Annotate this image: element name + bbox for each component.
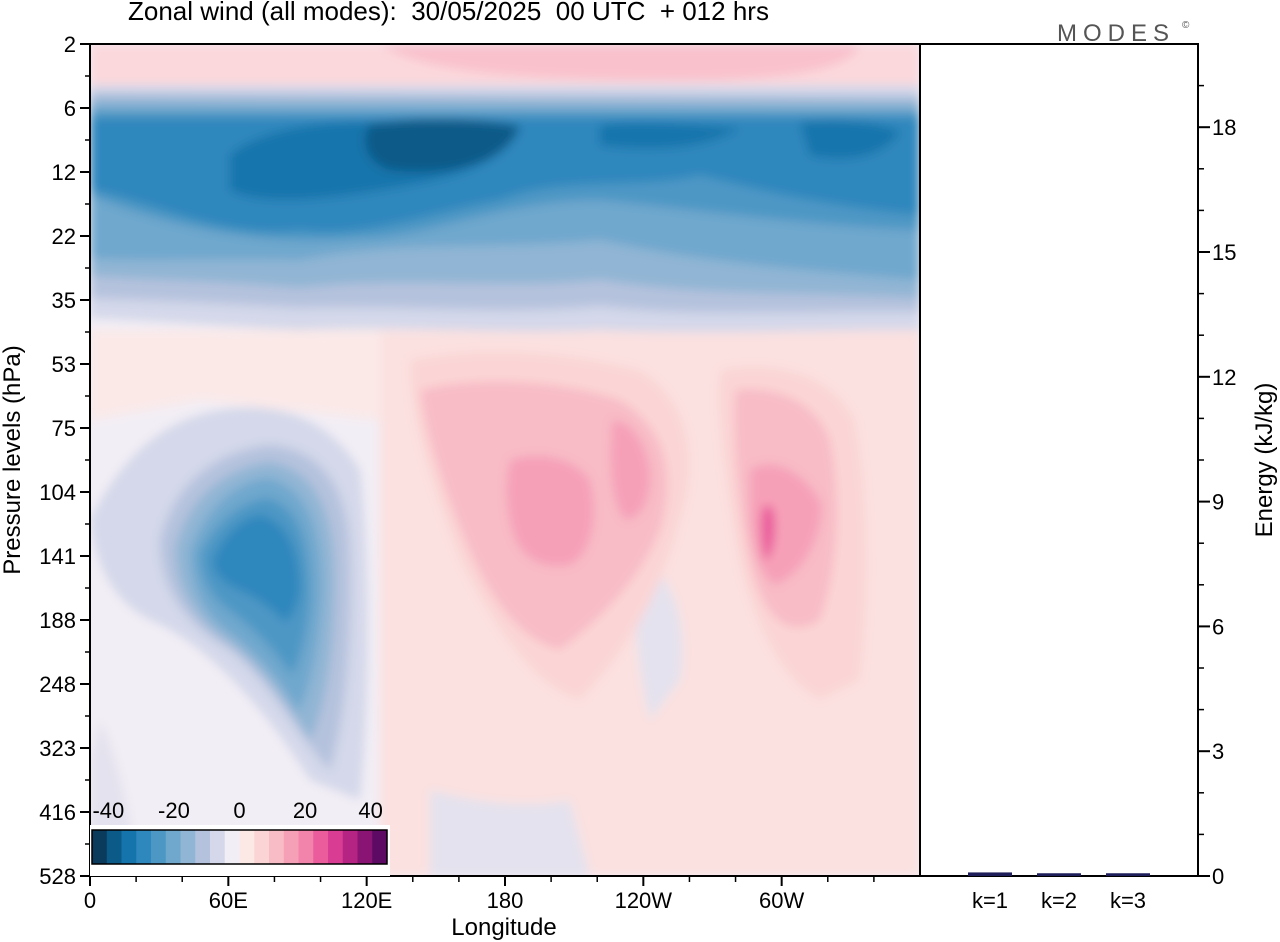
easterly-jet-core-2 bbox=[365, 118, 520, 172]
longitude-tick-label: 60W bbox=[759, 888, 804, 913]
energy-panel bbox=[919, 43, 1199, 877]
westerly-band-top-inner bbox=[380, 44, 860, 81]
colorbar-cell bbox=[342, 830, 358, 864]
longitude-tick-label: 120E bbox=[341, 888, 392, 913]
colorbar-cell bbox=[151, 830, 167, 864]
longitude-tick-label: 60E bbox=[209, 888, 248, 913]
colorbar-cell bbox=[357, 830, 373, 864]
pressure-tick-label: 2 bbox=[64, 32, 76, 57]
easterly-band-7c bbox=[800, 120, 900, 159]
x-axis-label: Longitude bbox=[451, 914, 556, 941]
easterly-patch-lower bbox=[430, 790, 590, 876]
energy-bar bbox=[968, 872, 1012, 876]
pressure-tick-label: 188 bbox=[39, 608, 76, 633]
colorbar-frame bbox=[91, 829, 388, 865]
pressure-tick-label: 141 bbox=[39, 544, 76, 569]
pressure-tick-label: 6 bbox=[64, 96, 76, 121]
colorbar-cell bbox=[180, 830, 196, 864]
colorbar-cells bbox=[92, 830, 388, 864]
colorbar-cell bbox=[283, 830, 299, 864]
energy-panel-frame bbox=[919, 43, 1199, 877]
energy-tick-label: 12 bbox=[1212, 365, 1236, 390]
zonal-wind-heatmap bbox=[90, 44, 920, 876]
energy-bars bbox=[968, 872, 1150, 876]
colorbar-tick-label: 0 bbox=[233, 798, 245, 823]
energy-tick-label: 15 bbox=[1212, 240, 1236, 265]
colorbar-cell bbox=[195, 830, 211, 864]
colorbar-cell bbox=[372, 830, 388, 864]
westerly-max-2-core bbox=[761, 505, 775, 560]
energy-tick-label: 9 bbox=[1212, 490, 1224, 515]
brand-logo: MODES bbox=[1057, 20, 1176, 47]
colorbar-cell bbox=[106, 830, 122, 864]
brand-copyright-mark: © bbox=[1182, 20, 1190, 31]
energy-tick-label: 3 bbox=[1212, 739, 1224, 764]
wavenumber-label: k=2 bbox=[1041, 888, 1077, 913]
colorbar-cell bbox=[165, 830, 181, 864]
energy-axis-label: Energy (kJ/kg) bbox=[1251, 383, 1278, 538]
colorbar-tick-label: 20 bbox=[293, 798, 317, 823]
longitude-tick-label: 180 bbox=[487, 888, 524, 913]
easterly-plume-core bbox=[213, 515, 300, 622]
pressure-tick-label: 248 bbox=[39, 672, 76, 697]
colorbar-cell bbox=[328, 830, 344, 864]
longitude-tick-label: 120W bbox=[615, 888, 673, 913]
longitude-axis: 0 60E 120E 180 120W 60W bbox=[84, 876, 875, 913]
pressure-tick-label: 53 bbox=[52, 352, 76, 377]
colorbar-tick-label: -40 bbox=[92, 798, 124, 823]
colorbar-cell bbox=[254, 830, 270, 864]
energy-bar bbox=[1037, 873, 1081, 876]
longitude-tick-label: 0 bbox=[84, 888, 96, 913]
energy-bar bbox=[1106, 873, 1150, 876]
colorbar-tick-label: 40 bbox=[358, 798, 382, 823]
colorbar-labels: -40 -20 0 20 40 bbox=[92, 798, 382, 823]
pressure-tick-label: 528 bbox=[39, 864, 76, 889]
pressure-axis: 2 6 12 22 35 53 75 104 141 188 248 323 416 528 bbox=[39, 32, 90, 889]
colorbar-cell bbox=[136, 830, 152, 864]
easterly-band-7b bbox=[600, 122, 740, 149]
colorbar-cell bbox=[92, 830, 108, 864]
colorbar: -40 -20 0 20 40 bbox=[90, 798, 390, 876]
westerly-max-1-inner-b bbox=[610, 420, 651, 520]
wavenumber-label: k=1 bbox=[972, 888, 1008, 913]
colorbar-cell bbox=[239, 830, 255, 864]
pressure-tick-label: 22 bbox=[52, 224, 76, 249]
colorbar-cell bbox=[298, 830, 314, 864]
colorbar-cell bbox=[210, 830, 226, 864]
westerly-band-lower-left bbox=[90, 330, 380, 420]
colorbar-cell bbox=[313, 830, 329, 864]
pressure-tick-label: 104 bbox=[39, 480, 76, 505]
westerly-max-1-inner bbox=[506, 455, 594, 567]
pressure-tick-label: 35 bbox=[52, 288, 76, 313]
energy-tick-label: 0 bbox=[1212, 864, 1224, 889]
colorbar-tick-label: -20 bbox=[158, 798, 190, 823]
pressure-tick-label: 12 bbox=[52, 160, 76, 185]
colorbar-cell bbox=[224, 830, 240, 864]
energy-tick-label: 6 bbox=[1212, 614, 1224, 639]
colorbar-cell bbox=[269, 830, 285, 864]
wavenumber-axis: k=1 k=2 k=3 bbox=[972, 888, 1146, 913]
colorbar-cell bbox=[121, 830, 137, 864]
energy-tick-label: 18 bbox=[1212, 115, 1236, 140]
y-axis-label: Pressure levels (hPa) bbox=[0, 345, 26, 574]
pressure-tick-label: 416 bbox=[39, 800, 76, 825]
wavenumber-label: k=3 bbox=[1110, 888, 1146, 913]
energy-axis: 0 3 6 9 12 15 18 bbox=[1198, 84, 1236, 889]
chart-title: Zonal wind (all modes): 30/05/2025 00 UT… bbox=[128, 0, 769, 26]
pressure-tick-label: 75 bbox=[52, 416, 76, 441]
pressure-tick-label: 323 bbox=[39, 736, 76, 761]
